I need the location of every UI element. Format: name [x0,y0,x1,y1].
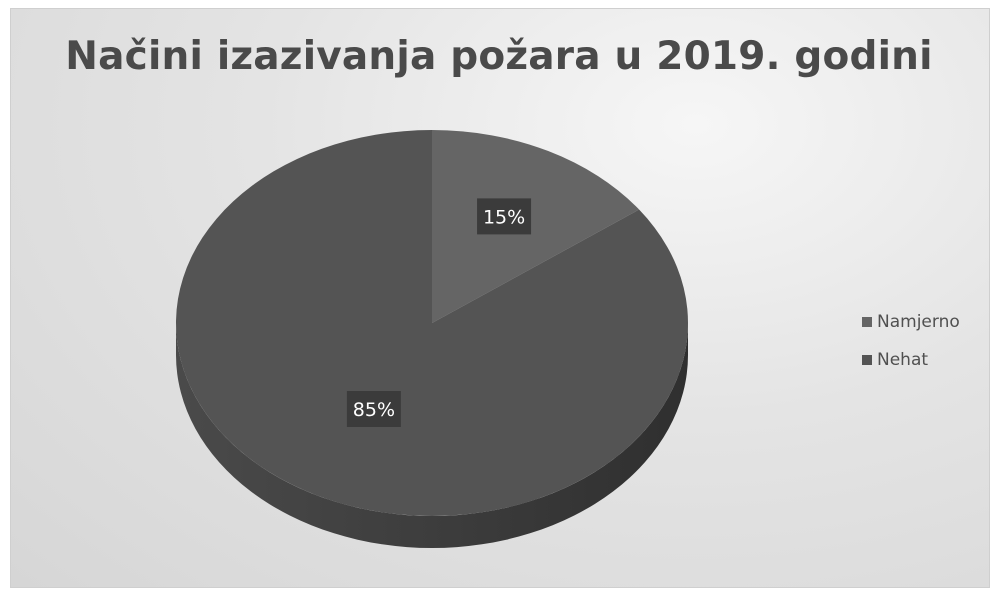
legend-swatch [862,317,872,327]
legend-item-namjerno: Namjerno [862,310,960,334]
data-label-box [477,198,532,235]
data-label-namjerno: 15% [477,198,532,235]
legend: Namjerno Nehat [862,310,960,386]
legend-label: Nehat [877,350,929,370]
slice-nehat [175,130,688,516]
slice-namjerno [432,130,640,323]
data-label-text: 85% [353,399,395,421]
data-label-box [346,390,401,427]
legend-item-nehat: Nehat [862,348,960,372]
legend-label: Namjerno [877,312,960,332]
data-label-nehat: 85% [346,390,401,427]
legend-swatch [862,355,872,365]
data-label-text: 15% [483,206,525,228]
chart-title: Načini izazivanja požara u 2019. godini [65,34,933,79]
pie-side-edge [176,323,688,548]
